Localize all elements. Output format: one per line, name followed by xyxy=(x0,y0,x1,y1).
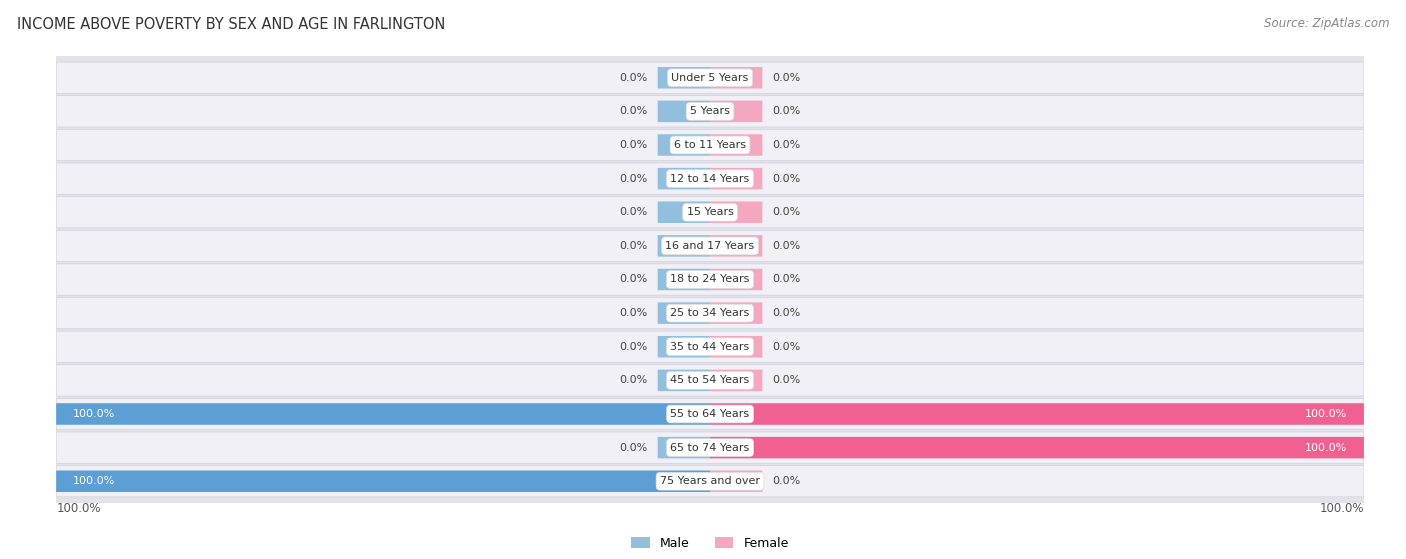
Text: 15 Years: 15 Years xyxy=(686,207,734,217)
Text: 0.0%: 0.0% xyxy=(620,174,648,183)
FancyBboxPatch shape xyxy=(710,302,762,324)
FancyBboxPatch shape xyxy=(710,168,762,190)
FancyBboxPatch shape xyxy=(710,403,1364,425)
Text: 0.0%: 0.0% xyxy=(772,174,800,183)
FancyBboxPatch shape xyxy=(710,235,762,257)
Text: INCOME ABOVE POVERTY BY SEX AND AGE IN FARLINGTON: INCOME ABOVE POVERTY BY SEX AND AGE IN F… xyxy=(17,17,446,32)
FancyBboxPatch shape xyxy=(56,466,1364,497)
FancyBboxPatch shape xyxy=(658,201,710,223)
FancyBboxPatch shape xyxy=(658,168,710,190)
FancyBboxPatch shape xyxy=(710,471,762,492)
Text: 0.0%: 0.0% xyxy=(772,106,800,116)
Text: 25 to 34 Years: 25 to 34 Years xyxy=(671,308,749,318)
FancyBboxPatch shape xyxy=(710,269,762,290)
Text: 0.0%: 0.0% xyxy=(620,140,648,150)
FancyBboxPatch shape xyxy=(658,134,710,156)
FancyBboxPatch shape xyxy=(56,163,1364,195)
FancyBboxPatch shape xyxy=(658,336,710,358)
FancyBboxPatch shape xyxy=(56,471,710,492)
Text: 100.0%: 100.0% xyxy=(73,476,115,486)
FancyBboxPatch shape xyxy=(56,96,1364,127)
Text: 75 Years and over: 75 Years and over xyxy=(659,476,761,486)
Legend: Male, Female: Male, Female xyxy=(626,532,794,555)
Text: 16 and 17 Years: 16 and 17 Years xyxy=(665,241,755,251)
FancyBboxPatch shape xyxy=(56,364,1364,396)
Text: 0.0%: 0.0% xyxy=(772,308,800,318)
Text: 55 to 64 Years: 55 to 64 Years xyxy=(671,409,749,419)
Text: 0.0%: 0.0% xyxy=(772,140,800,150)
FancyBboxPatch shape xyxy=(658,101,710,122)
Text: 0.0%: 0.0% xyxy=(772,274,800,285)
FancyBboxPatch shape xyxy=(56,230,1364,262)
FancyBboxPatch shape xyxy=(710,437,1364,458)
Text: 100.0%: 100.0% xyxy=(73,409,115,419)
FancyBboxPatch shape xyxy=(56,297,1364,329)
Text: 0.0%: 0.0% xyxy=(620,443,648,453)
Text: 100.0%: 100.0% xyxy=(1305,443,1347,453)
FancyBboxPatch shape xyxy=(658,302,710,324)
Text: 45 to 54 Years: 45 to 54 Years xyxy=(671,376,749,385)
FancyBboxPatch shape xyxy=(56,331,1364,362)
FancyBboxPatch shape xyxy=(710,134,762,156)
FancyBboxPatch shape xyxy=(658,437,710,458)
Text: 0.0%: 0.0% xyxy=(772,241,800,251)
FancyBboxPatch shape xyxy=(56,432,1364,463)
Text: 0.0%: 0.0% xyxy=(620,106,648,116)
FancyBboxPatch shape xyxy=(56,403,710,425)
Text: 35 to 44 Years: 35 to 44 Years xyxy=(671,342,749,352)
FancyBboxPatch shape xyxy=(56,399,1364,430)
Text: Under 5 Years: Under 5 Years xyxy=(672,73,748,83)
Text: 18 to 24 Years: 18 to 24 Years xyxy=(671,274,749,285)
FancyBboxPatch shape xyxy=(658,369,710,391)
Text: 0.0%: 0.0% xyxy=(620,241,648,251)
Text: 100.0%: 100.0% xyxy=(1319,502,1364,515)
Text: 0.0%: 0.0% xyxy=(772,476,800,486)
Text: 65 to 74 Years: 65 to 74 Years xyxy=(671,443,749,453)
Text: 0.0%: 0.0% xyxy=(620,376,648,385)
Text: 0.0%: 0.0% xyxy=(620,308,648,318)
Text: 0.0%: 0.0% xyxy=(620,342,648,352)
FancyBboxPatch shape xyxy=(710,336,762,358)
FancyBboxPatch shape xyxy=(710,101,762,122)
FancyBboxPatch shape xyxy=(710,67,762,88)
FancyBboxPatch shape xyxy=(56,62,1364,93)
FancyBboxPatch shape xyxy=(56,197,1364,228)
Text: 100.0%: 100.0% xyxy=(56,502,101,515)
FancyBboxPatch shape xyxy=(56,129,1364,160)
Text: 0.0%: 0.0% xyxy=(772,342,800,352)
Text: 0.0%: 0.0% xyxy=(772,73,800,83)
FancyBboxPatch shape xyxy=(658,67,710,88)
FancyBboxPatch shape xyxy=(658,235,710,257)
Text: 12 to 14 Years: 12 to 14 Years xyxy=(671,174,749,183)
FancyBboxPatch shape xyxy=(658,269,710,290)
Text: 0.0%: 0.0% xyxy=(620,274,648,285)
Text: 0.0%: 0.0% xyxy=(772,207,800,217)
Text: 0.0%: 0.0% xyxy=(620,73,648,83)
Text: 100.0%: 100.0% xyxy=(1305,409,1347,419)
Text: 5 Years: 5 Years xyxy=(690,106,730,116)
Text: Source: ZipAtlas.com: Source: ZipAtlas.com xyxy=(1264,17,1389,30)
Text: 0.0%: 0.0% xyxy=(772,376,800,385)
FancyBboxPatch shape xyxy=(710,201,762,223)
Text: 0.0%: 0.0% xyxy=(620,207,648,217)
Text: 6 to 11 Years: 6 to 11 Years xyxy=(673,140,747,150)
FancyBboxPatch shape xyxy=(710,369,762,391)
FancyBboxPatch shape xyxy=(56,264,1364,295)
